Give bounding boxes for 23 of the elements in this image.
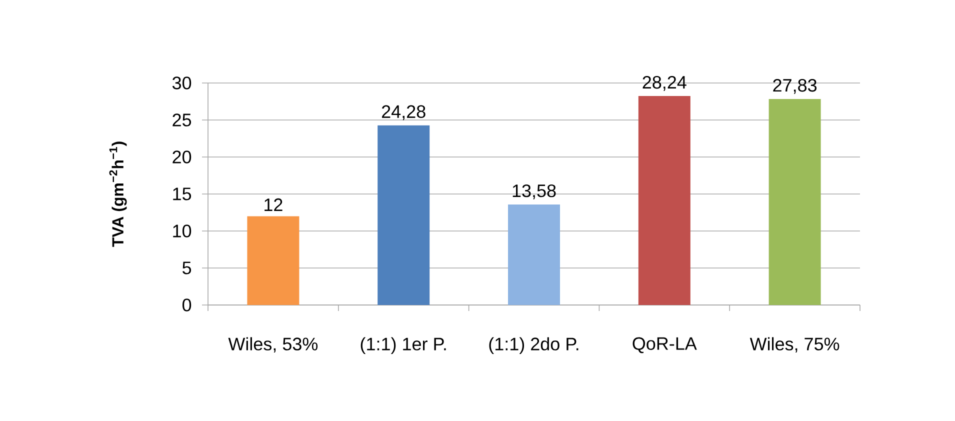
- x-tick-label: Wiles, 75%: [750, 337, 840, 353]
- bar: [638, 96, 690, 305]
- x-tick-label: (1:1) 1er P.: [360, 337, 446, 354]
- data-label: 24,28: [382, 105, 426, 120]
- y-tick-label: 30: [172, 76, 192, 90]
- data-label: 13,58: [512, 184, 556, 200]
- x-tick-label: QoR-LA: [632, 337, 697, 354]
- y-tick-label: 10: [173, 224, 192, 238]
- data-label: 12: [264, 198, 282, 211]
- data-label: 27,83: [773, 78, 817, 94]
- bar: [508, 204, 560, 305]
- y-tick-label: 5: [182, 262, 192, 274]
- y-axis-title: TVA (gm$^{−2}$h$^{−1}$): [109, 142, 127, 247]
- bar: [768, 99, 821, 305]
- y-tick-label: 15: [173, 188, 192, 200]
- y-tick-label: 0: [182, 298, 192, 312]
- bar: [247, 216, 300, 305]
- y-tick-label: 20: [172, 150, 192, 164]
- x-tick-label: (1:1) 2do P.: [489, 337, 578, 354]
- data-label: 28,24: [642, 76, 686, 91]
- bar: [378, 125, 430, 305]
- y-tick-label: 25: [172, 114, 192, 126]
- x-tick-label: Wiles, 53%: [228, 337, 318, 353]
